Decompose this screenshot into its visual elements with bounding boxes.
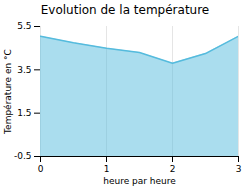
svg-text:3: 3: [236, 164, 242, 174]
svg-text:5.5: 5.5: [17, 21, 31, 31]
svg-text:1.5: 1.5: [17, 108, 31, 118]
svg-text:heure par heure: heure par heure: [103, 176, 176, 186]
svg-text:3.5: 3.5: [17, 65, 31, 75]
svg-text:-0.5: -0.5: [14, 151, 32, 161]
svg-text:1: 1: [104, 164, 110, 174]
svg-text:2: 2: [170, 164, 176, 174]
svg-text:Température en °C: Température en °C: [3, 49, 13, 135]
html-text:Evolution de la température: Evolution de la température: [40, 3, 210, 17]
svg-text:0: 0: [38, 164, 44, 174]
